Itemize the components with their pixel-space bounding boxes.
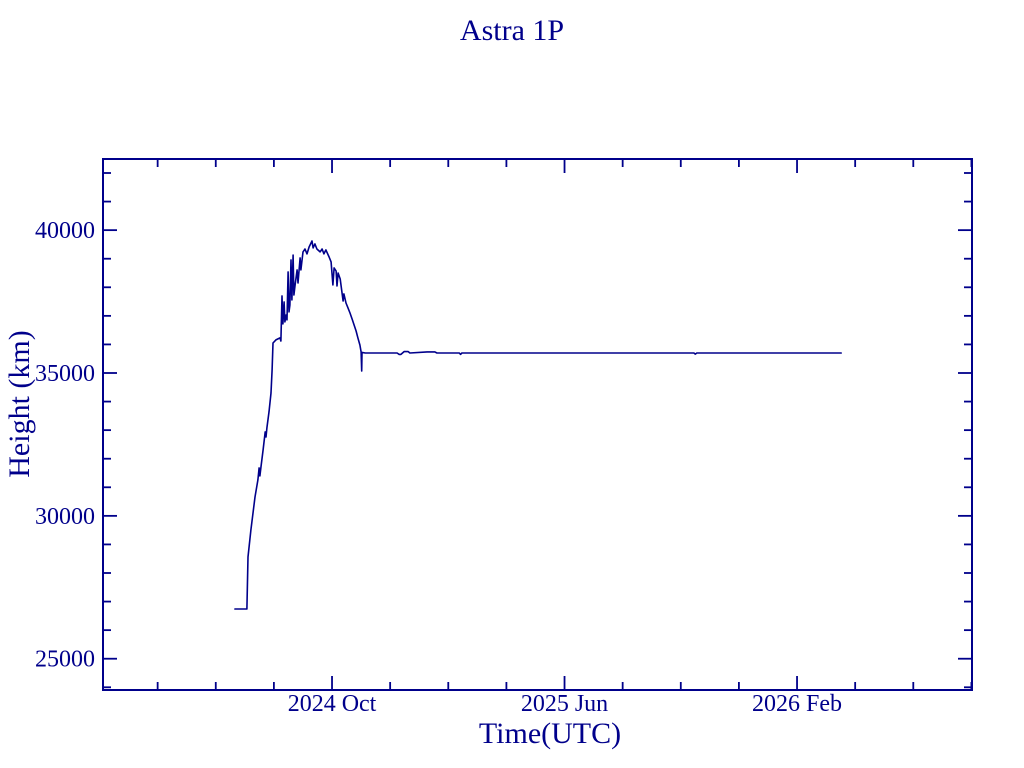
chart-title: Astra 1P [459,14,565,47]
y-tick-label: 25000 [35,647,95,673]
y-tick-label: 30000 [35,504,95,530]
y-tick-label: 40000 [35,218,95,244]
x-tick-label: 2026 Feb [752,691,842,717]
x-tick-label: 2025 Jun [521,691,608,717]
x-axis-title: Time(UTC) [478,717,622,750]
y-axis-title: Height (km) [3,330,36,478]
height-curve [234,240,843,610]
x-tick-label: 2024 Oct [288,691,377,717]
y-tick-label: 35000 [35,361,95,387]
plot-frame [102,158,973,691]
